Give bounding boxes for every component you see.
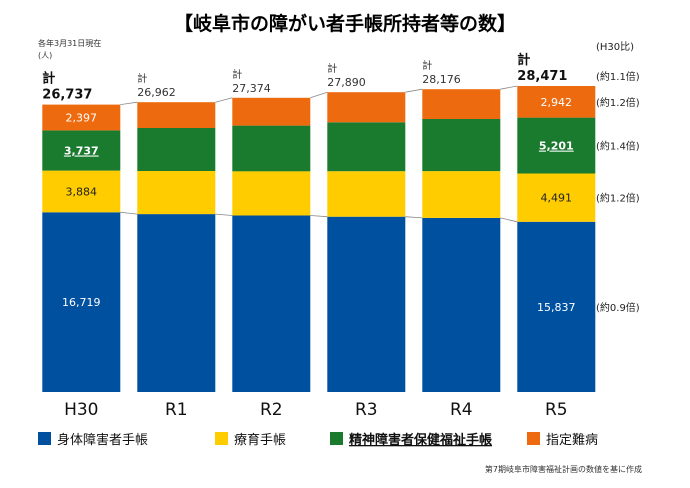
- bar-R4-series-3: [422, 89, 501, 119]
- bar-R2-series-2: [232, 125, 311, 172]
- bar-H30-series-1: [42, 170, 121, 213]
- segment-label-R5-3: 2,942: [541, 96, 573, 109]
- unit-note: (人): [38, 51, 52, 60]
- bar-R1-series-1: [137, 171, 216, 215]
- connector-0-4: [500, 217, 518, 223]
- labels: H30 R1 R2 R3 R4 R5 16,719 3,884 3,737 2,397 15,837…: [42, 52, 640, 420]
- legend-swatch-0: [38, 432, 51, 445]
- x-tick-H30: H30: [64, 400, 98, 420]
- bar-R3-series-0: [327, 216, 406, 392]
- bar-R4-series-1: [422, 171, 501, 218]
- bar-R3-series-2: [327, 122, 406, 172]
- connector-lines: [120, 85, 518, 223]
- total-value-H30: 26,737: [42, 88, 92, 103]
- connector-1-4: [500, 85, 518, 90]
- ratio-total: (約1.1倍): [596, 70, 640, 83]
- bar-R2-series-0: [232, 215, 311, 392]
- bar-H30-series-3: [42, 104, 121, 131]
- chart-title: 【岐阜市の障がい者手帳所持者等の数】: [174, 12, 516, 35]
- total-prefix-R2: 計: [232, 68, 242, 81]
- legend-swatch-1: [215, 432, 228, 445]
- date-note: 各年3月31日現在: [38, 38, 101, 48]
- bar-R5-series-3: [517, 86, 596, 118]
- total-prefix-R5: 計: [517, 52, 530, 68]
- legend-label-0: 身体障害者手帳: [57, 432, 148, 448]
- connector-1-2: [310, 91, 328, 99]
- segment-label-H30-2: 3,737: [64, 145, 99, 158]
- connector-0-2: [310, 215, 328, 218]
- source-note: 第7期岐阜市障害福祉計画の数値を基に作成: [485, 464, 642, 474]
- bar-R3-series-1: [327, 171, 406, 217]
- bar-R1-series-2: [137, 128, 216, 171]
- bar-H30-series-0: [42, 212, 121, 392]
- connector-0-3: [405, 216, 423, 219]
- segment-label-H30-1: 3,884: [66, 185, 98, 198]
- bar-R4-series-2: [422, 119, 501, 172]
- total-value-R3: 27,890: [327, 76, 366, 89]
- bars: [42, 86, 596, 392]
- segment-label-R5-1: 4,491: [541, 192, 573, 205]
- connector-1-3: [405, 88, 423, 93]
- total-value-R5: 28,471: [517, 69, 567, 84]
- segment-label-H30-0: 16,719: [62, 296, 101, 309]
- bar-R3-series-3: [327, 92, 406, 123]
- segment-label-H30-3: 2,397: [66, 112, 98, 125]
- bar-R1-series-0: [137, 214, 216, 392]
- total-prefix-R4: 計: [422, 59, 432, 72]
- x-tick-R1: R1: [165, 400, 188, 420]
- ratio-series-3: (約1.2倍): [596, 96, 640, 109]
- ratio-series-0: (約0.9倍): [596, 301, 640, 314]
- legend-swatch-2: [330, 432, 343, 445]
- legend-label-3: 指定難病: [546, 433, 598, 448]
- bar-R4-series-0: [422, 217, 501, 392]
- bar-R2-series-1: [232, 171, 311, 216]
- ratio-header: (H30比): [596, 41, 634, 53]
- total-value-R2: 27,374: [232, 82, 270, 95]
- bar-R1-series-3: [137, 102, 216, 128]
- legend-label-1: 療育手帳: [234, 432, 286, 448]
- connector-1-0: [120, 101, 138, 105]
- bar-R5-series-1: [517, 173, 596, 222]
- total-value-R1: 26,962: [137, 86, 176, 99]
- legend-swatch-3: [527, 432, 540, 445]
- ratio-series-1: (約1.2倍): [596, 192, 640, 205]
- bar-R2-series-3: [232, 97, 311, 126]
- legend: 身体障害者手帳 療育手帳 精神障害者保健福祉手帳 指定難病: [38, 432, 598, 448]
- total-value-R4: 28,176: [422, 73, 461, 86]
- x-tick-R4: R4: [450, 400, 473, 420]
- legend-label-2: 精神障害者保健福祉手帳: [349, 432, 492, 448]
- x-tick-R3: R3: [355, 400, 378, 420]
- total-prefix-H30: 計: [42, 71, 55, 87]
- x-tick-R5: R5: [545, 400, 568, 420]
- connector-0-0: [120, 211, 138, 215]
- total-prefix-R1: 計: [137, 72, 147, 85]
- connector-1-1: [215, 97, 233, 103]
- ratio-series-2: (約1.4倍): [596, 140, 640, 153]
- x-tick-R2: R2: [260, 400, 283, 420]
- bar-R5-series-0: [517, 221, 596, 392]
- segment-label-R5-2: 5,201: [539, 140, 574, 153]
- bar-R5-series-2: [517, 117, 596, 174]
- bar-H30-series-2: [42, 130, 121, 171]
- connector-0-1: [215, 213, 233, 216]
- segment-label-R5-0: 15,837: [537, 301, 576, 314]
- total-prefix-R3: 計: [327, 62, 337, 75]
